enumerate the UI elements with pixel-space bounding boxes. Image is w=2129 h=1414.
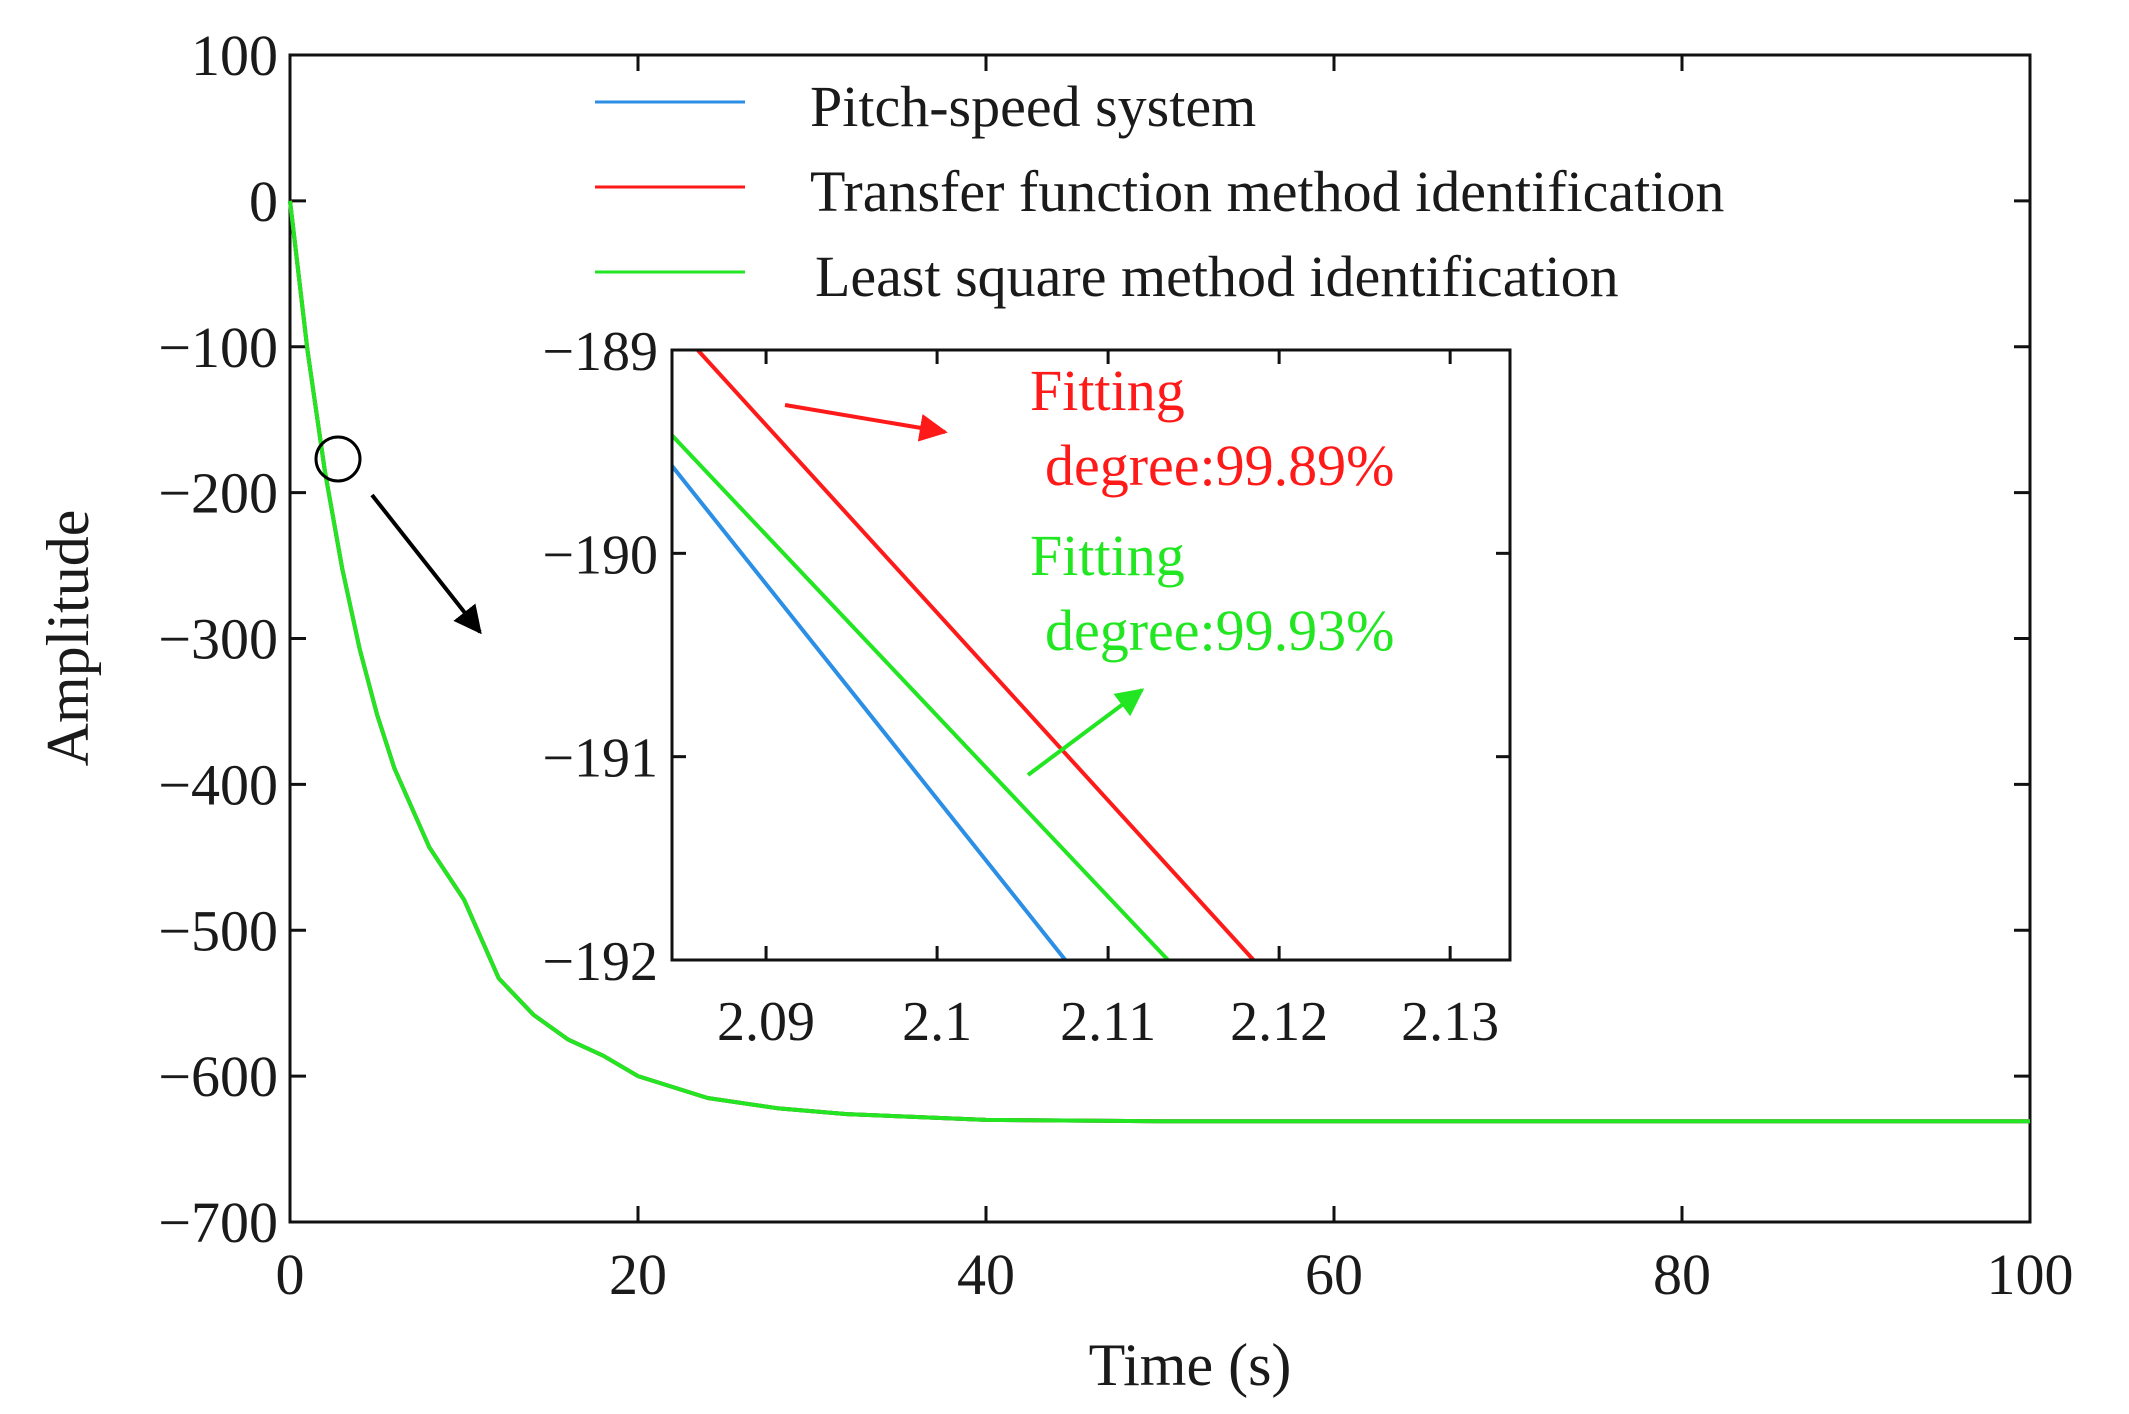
x-tick-label: 20 — [609, 1242, 667, 1307]
x-tick-label: 60 — [1305, 1242, 1363, 1307]
x-tick-label: 100 — [1987, 1242, 2074, 1307]
inset-axis-ticks: 2.09 2.1 2.11 2.12 2.13 −189 −190 −191 −192 — [542, 321, 1510, 1053]
inset-plot: 2.09 2.1 2.11 2.12 2.13 −189 −190 −191 −192 — [542, 321, 1512, 1053]
annotation-transfer-line2: degree:99.89% — [1045, 433, 1394, 498]
x-tick-label: 0 — [276, 1242, 305, 1307]
y-tick-label: −100 — [158, 315, 278, 380]
inset-y-tick-label: −192 — [542, 931, 658, 993]
legend: Pitch-speed system Transfer function met… — [595, 74, 1724, 309]
inset-series-line-least-square-method-identification — [670, 434, 1170, 962]
inset-plot-background — [672, 350, 1510, 960]
inset-y-tick-label: −191 — [542, 728, 658, 790]
y-tick-label: −700 — [158, 1190, 278, 1255]
annotation-least-square-line1: Fitting — [1030, 523, 1185, 588]
inset-series — [670, 348, 1255, 962]
y-tick-label: −600 — [158, 1044, 278, 1109]
legend-label-pitch-speed: Pitch-speed system — [810, 74, 1256, 139]
y-tick-label: 100 — [191, 23, 278, 88]
annotation-least-square-arrow — [1026, 688, 1145, 777]
annotation-transfer-line1: Fitting — [1030, 358, 1185, 423]
inset-y-tick-label: −190 — [542, 524, 658, 586]
main-axis-ticks: 0 20 40 60 80 100 100 0 −100 −200 −300 −400 −500 −600… — [158, 23, 2073, 1307]
y-tick-label: −200 — [158, 461, 278, 526]
legend-label-least-square: Least square method identification — [815, 244, 1619, 309]
x-tick-label: 80 — [1653, 1242, 1711, 1307]
inset-x-tick-label: 2.13 — [1401, 991, 1499, 1053]
inset-x-tick-label: 2.12 — [1230, 991, 1328, 1053]
zoom-marker-circle — [314, 435, 362, 483]
x-axis-title: Time (s) — [1089, 1332, 1292, 1398]
y-tick-label: −400 — [158, 752, 278, 817]
inset-series-line-pitch-speed-system — [670, 464, 1067, 962]
annotation-transfer-arrow — [784, 403, 948, 442]
annotation-least-square-line2: degree:99.93% — [1045, 598, 1394, 663]
inset-y-tick-label: −189 — [542, 321, 658, 383]
inset-x-tick-label: 2.1 — [902, 991, 972, 1053]
y-tick-label: −500 — [158, 898, 278, 963]
legend-label-transfer-function: Transfer function method identification — [810, 159, 1724, 224]
y-tick-label: 0 — [249, 169, 278, 234]
main-plot-series — [288, 200, 2030, 1124]
series-line-least-square-method-identification — [288, 200, 2030, 1124]
inset-series-line-transfer-function-method-identification — [696, 348, 1255, 962]
x-tick-label: 40 — [957, 1242, 1015, 1307]
annotation-transfer-function: Fitting degree:99.89% — [784, 358, 1394, 498]
inset-x-tick-label: 2.09 — [717, 991, 815, 1053]
annotation-least-square: Fitting degree:99.93% — [1026, 523, 1394, 777]
inset-x-tick-label: 2.11 — [1060, 991, 1156, 1053]
zoom-pointer-arrow — [370, 493, 482, 635]
y-axis-title: Amplitude — [35, 510, 101, 767]
y-tick-label: −300 — [158, 607, 278, 672]
inset-plot-frame — [670, 348, 1512, 962]
